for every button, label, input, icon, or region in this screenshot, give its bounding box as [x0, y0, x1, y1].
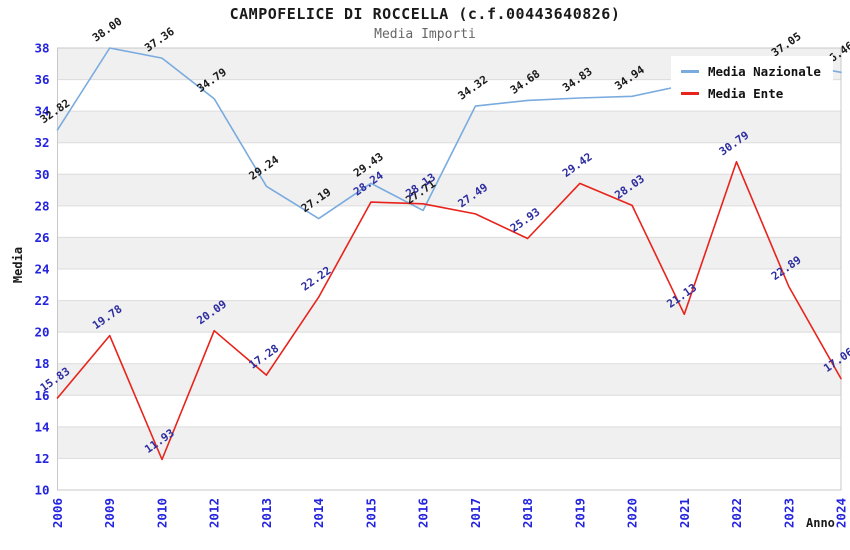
background-band: [57, 300, 841, 333]
chart-title: CAMPOFELICE DI ROCCELLA (c.f.00443640826…: [229, 5, 621, 23]
y-tick-label: 12: [34, 451, 49, 466]
media-ente-line: [56, 161, 842, 461]
x-tick-label: 2022: [729, 498, 744, 528]
plot-border: [57, 47, 842, 491]
x-tick-label: 2015: [363, 498, 378, 528]
background-band: [57, 111, 841, 143]
y-tick-label: 20: [34, 325, 49, 340]
x-tick-label: 2019: [572, 498, 587, 528]
x-tick-label: 2013: [259, 498, 274, 528]
y-tick-label: 28: [34, 198, 49, 213]
y-axis-title: Media: [11, 246, 25, 284]
y-tick-label: 30: [34, 167, 49, 182]
legend-item-media-nazionale: Media Nazionale: [681, 64, 821, 79]
x-tick-label: 2010: [154, 498, 169, 528]
media-nazionale-line-icon: [681, 70, 699, 73]
y-tick-label: 32: [34, 135, 49, 150]
x-tick-label: 2024: [834, 498, 849, 528]
y-tick-label: 14: [34, 419, 49, 434]
chart-subtitle: Media Importi: [374, 27, 476, 42]
x-tick-label: 2023: [781, 498, 796, 528]
background-band: [57, 363, 841, 396]
x-tick-label: 2009: [102, 498, 117, 528]
media-nazionale-line: [56, 47, 842, 220]
legend-label-media-nazionale: Media Nazionale: [708, 64, 821, 79]
legend-label-media-ente: Media Ente: [708, 86, 784, 101]
y-tick-label: 36: [34, 72, 49, 87]
y-tick-label: 34: [34, 104, 49, 119]
x-tick-label: 2020: [625, 498, 640, 528]
background-band: [57, 237, 841, 269]
x-tick-label: 2012: [207, 498, 222, 528]
x-tick-label: 2018: [520, 498, 535, 528]
background-band: [57, 426, 841, 459]
x-tick-label: 2017: [468, 498, 483, 528]
point-data-label: 25.93: [508, 205, 543, 235]
y-tick-label: 22: [34, 293, 49, 308]
y-tick-label: 24: [34, 262, 49, 277]
media-ente-line-icon: [681, 92, 699, 95]
x-tick-label: 2006: [50, 498, 65, 528]
legend-item-media-ente: Media Ente: [681, 86, 821, 101]
y-tick-label: 16: [34, 388, 49, 403]
legend: Media Nazionale Media Ente: [671, 56, 833, 109]
y-tick-label: 26: [34, 230, 49, 245]
point-data-label: 38.00: [90, 15, 125, 45]
x-tick-label: 2014: [311, 498, 326, 528]
background-band: [57, 174, 841, 206]
x-axis-title: Anno: [806, 516, 835, 530]
y-tick-label: 10: [34, 483, 49, 498]
x-tick-label: 2016: [416, 498, 431, 528]
y-tick-label: 38: [34, 41, 49, 56]
y-tick-label: 18: [34, 356, 49, 371]
x-tick-label: 2021: [677, 498, 692, 528]
